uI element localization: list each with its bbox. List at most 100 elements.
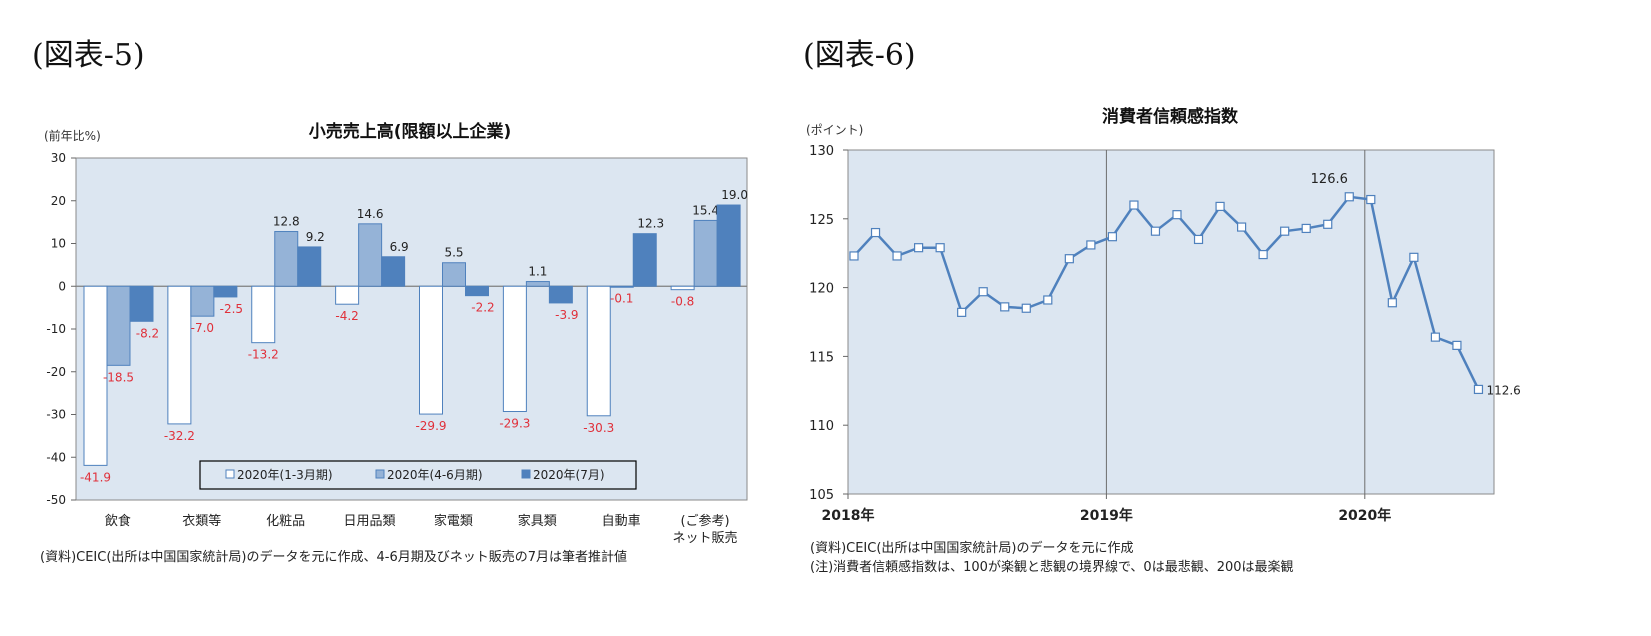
data-point: [1409, 252, 1419, 262]
x-tick-label: 2018年: [822, 507, 875, 524]
data-point: [1193, 234, 1204, 245]
y-tick-label: -30: [46, 408, 66, 422]
legend-swatch: [375, 469, 385, 479]
plot-area: [847, 149, 1495, 495]
x-category-label: 家具類: [518, 513, 557, 529]
figure-5-label: (図表-5): [32, 38, 145, 73]
data-label: -2.5: [220, 302, 243, 316]
y-tick-label: -20: [46, 365, 66, 379]
data-label: 12.8: [273, 215, 300, 229]
data-label: -13.2: [248, 348, 279, 362]
fig6-source-note: (資料)CEIC(出所は中国国家統計局)のデータを元に作成: [810, 541, 1134, 556]
data-label: -0.1: [610, 292, 633, 306]
data-point: [1301, 223, 1311, 234]
y-tick-label: 120: [809, 282, 834, 297]
data-label: -4.2: [335, 309, 358, 323]
fig5-source-note: (資料)CEIC(出所は中国国家統計局)のデータを元に作成、4-6月期及びネット…: [40, 550, 627, 565]
data-point: [1387, 298, 1397, 308]
x-category-label: 家電類: [434, 513, 473, 529]
bar: [419, 285, 443, 415]
y-tick-label: -40: [46, 450, 66, 464]
bar: [358, 223, 383, 287]
data-label: -0.8: [671, 295, 694, 309]
series-line: [853, 195, 1480, 390]
legend-box: [199, 460, 637, 490]
legend-label: 2020年(7月): [533, 468, 605, 482]
data-point: [1000, 302, 1010, 312]
data-point: [1215, 201, 1225, 212]
data-label: -29.3: [499, 417, 530, 431]
x-category-label: 化粧品: [266, 514, 305, 529]
data-point: [1236, 222, 1247, 232]
data-point: [935, 243, 945, 253]
bar: [632, 233, 657, 287]
data-point: [1021, 303, 1031, 313]
x-tick-label: 2019年: [1080, 507, 1133, 524]
x-category-label: ネット販売: [673, 530, 738, 546]
data-label: 6.9: [390, 240, 409, 254]
peak-value-label: 126.6: [1311, 172, 1348, 187]
data-label: -7.0: [191, 321, 214, 335]
data-point: [1258, 249, 1268, 260]
data-point: [1150, 226, 1161, 236]
y-axis-unit: (ポイント): [806, 123, 863, 137]
data-point: [1280, 226, 1290, 236]
y-tick-label: 110: [809, 419, 834, 434]
data-point: [1172, 210, 1182, 220]
data-label: 1.1: [528, 265, 547, 279]
retail-sales-bar-chart: 小売売上高(限額以上企業) (前年比%) 30 20 10 0 -10 -20 -30 -40 -5…: [44, 121, 748, 546]
data-point: [1043, 295, 1053, 305]
bar: [106, 285, 131, 366]
y-tick-label: 20: [51, 194, 66, 208]
data-label: 12.3: [637, 217, 664, 231]
bar: [83, 285, 108, 466]
bar: [251, 285, 276, 344]
data-label: -41.9: [80, 470, 111, 484]
legend-label: 2020年(4-6月期): [387, 468, 483, 482]
y-tick-label: -10: [46, 322, 66, 336]
bar: [129, 285, 154, 322]
y-tick-label: 130: [809, 144, 834, 159]
x-category-label: (ご参考): [680, 513, 729, 529]
bar: [213, 285, 238, 298]
data-point: [1366, 194, 1376, 205]
figure-6-label: (図表-6): [803, 38, 916, 73]
data-point: [1064, 254, 1074, 264]
x-tick-label: 2020年: [1338, 507, 1391, 524]
y-tick-label: 125: [809, 213, 834, 228]
fig6-footnote: (注)消費者信頼感指数は、100が楽観と悲観の境界線で、0は最悲観、200は最楽…: [810, 560, 1294, 575]
data-point: [1086, 240, 1096, 250]
last-value-label: 112.6: [1486, 383, 1520, 397]
bar: [297, 246, 322, 287]
y-axis-unit: (前年比%): [44, 128, 101, 143]
data-label: -18.5: [103, 370, 134, 384]
data-label: 15.4: [692, 203, 719, 217]
data-point: [1344, 192, 1354, 202]
data-label: -3.9: [555, 308, 578, 322]
bar: [670, 285, 695, 291]
bar: [586, 285, 611, 417]
bar: [548, 285, 573, 304]
data-label: -2.2: [471, 301, 494, 315]
data-label: 19.0: [721, 188, 748, 202]
data-point: [978, 287, 988, 297]
data-point: [870, 227, 881, 238]
chart-title: 消費者信頼感指数: [1102, 106, 1239, 127]
x-category-label: 自動車: [602, 514, 641, 529]
legend-swatch: [521, 469, 531, 479]
legend-label: 2020年(1-3月期): [237, 468, 333, 482]
data-point: [1107, 232, 1118, 242]
data-label: -8.2: [136, 326, 159, 340]
data-point: [1430, 332, 1441, 342]
bar: [502, 285, 527, 413]
bar: [335, 285, 360, 305]
data-point: [1473, 384, 1484, 395]
y-tick-label: 105: [809, 488, 834, 503]
data-point: [1323, 219, 1333, 229]
y-tick-label: 10: [51, 237, 66, 251]
bar: [190, 285, 215, 317]
y-tick-label: -50: [46, 493, 66, 507]
data-point: [913, 243, 924, 253]
legend: 2020年(1-3月期) 2020年(4-6月期) 2020年(7月): [199, 460, 637, 490]
